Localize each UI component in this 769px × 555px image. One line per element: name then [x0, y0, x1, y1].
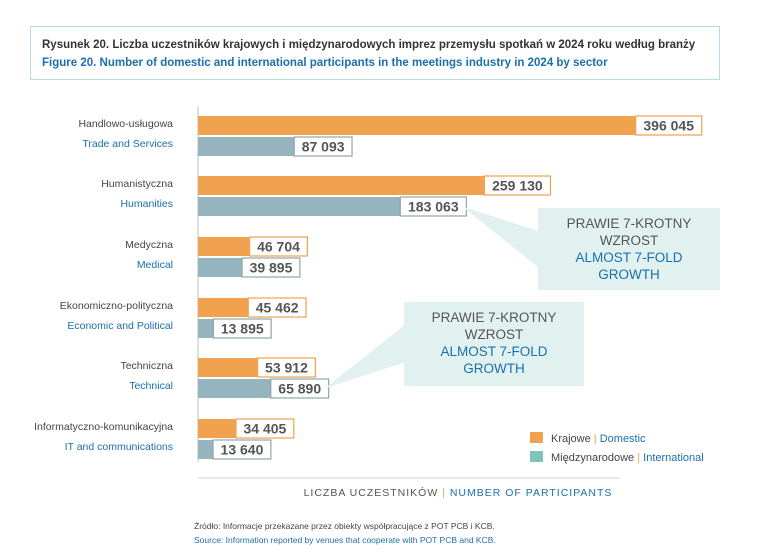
bar-international	[198, 258, 243, 277]
data-label-box	[247, 297, 307, 318]
bar-international	[198, 440, 214, 459]
source-english: Source: Information reported by venues t…	[194, 535, 496, 545]
legend-separator: |	[594, 433, 600, 445]
data-label-international: 39 895	[250, 260, 293, 276]
callout-text: ALMOST 7-FOLD	[575, 250, 682, 265]
data-label-box	[241, 257, 301, 278]
bar-international	[198, 197, 401, 216]
title-english: Figure 20. Number of domestic and intern…	[42, 57, 608, 69]
bar-domestic	[198, 176, 485, 195]
callout-text: GROWTH	[463, 361, 525, 376]
bar-domestic	[198, 419, 237, 438]
callout-pointer	[462, 206, 538, 268]
callout-pointer	[324, 325, 404, 389]
data-label-box	[256, 357, 316, 378]
data-label-box	[293, 136, 353, 157]
bar-domestic	[198, 237, 250, 256]
data-label-international: 13 640	[221, 442, 264, 458]
bar-domestic	[198, 116, 636, 135]
callout-text: GROWTH	[598, 267, 660, 282]
legend-label: Międzynarodowe | International	[551, 452, 704, 464]
data-label-box	[270, 378, 330, 399]
legend-label-en: Domestic	[600, 433, 646, 445]
x-axis-label-pl: LICZBA UCZESTNIKÓW	[304, 486, 443, 499]
callout-text: PRAWIE 7-KROTNY	[432, 310, 557, 325]
category-label-en: Medical	[137, 259, 173, 271]
data-label-box	[483, 175, 552, 196]
legend-separator: |	[637, 452, 643, 464]
data-label-international: 87 093	[302, 139, 345, 155]
category-label-en: Humanities	[120, 198, 173, 210]
callout-text: WZROST	[465, 327, 524, 342]
data-label-domestic: 396 045	[643, 118, 694, 134]
category-label-en: IT and communications	[65, 441, 173, 453]
category-label-pl: Ekonomiczno-polityczna	[60, 300, 173, 312]
data-label-international: 13 895	[221, 321, 264, 337]
data-label-international: 183 063	[408, 199, 459, 215]
title-box: Rysunek 20. Liczba uczestników krajowych…	[30, 26, 720, 80]
category-label-pl: Informatyczno-komunikacyjna	[34, 421, 173, 433]
bar-domestic	[198, 298, 249, 317]
category-label-pl: Medyczna	[125, 239, 173, 251]
category-label-pl: Handlowo-usługowa	[78, 118, 173, 130]
bar-international	[198, 379, 271, 398]
legend-label-en: International	[643, 452, 704, 464]
legend-swatch-domestic	[530, 432, 543, 443]
callout-text: PRAWIE 7-KROTNY	[567, 216, 692, 231]
data-label-box	[399, 196, 467, 217]
data-label-box	[235, 418, 295, 439]
legend-swatch-international	[530, 451, 543, 462]
data-label-box	[635, 115, 703, 136]
bar-international	[198, 137, 295, 156]
callout-text: WZROST	[600, 233, 659, 248]
legend-label: Krajowe | Domestic	[551, 433, 646, 445]
callout-box	[404, 302, 584, 386]
x-axis-label-en: NUMBER OF PARTICIPANTS	[450, 487, 613, 499]
data-label-domestic: 46 704	[257, 239, 300, 255]
category-label-pl: Techniczna	[120, 360, 173, 372]
category-label-en: Economic and Political	[67, 320, 173, 332]
legend-label-pl: Międzynarodowe	[551, 452, 637, 464]
category-label-en: Trade and Services	[82, 138, 173, 150]
data-label-box	[212, 318, 272, 339]
category-label-pl: Humanistyczna	[101, 178, 173, 190]
x-axis-label: LICZBA UCZESTNIKÓW | NUMBER OF PARTICIPA…	[304, 486, 613, 499]
callout-text: ALMOST 7-FOLD	[440, 344, 547, 359]
x-axis-separator: |	[442, 487, 450, 499]
data-label-domestic: 34 405	[244, 421, 287, 437]
data-label-domestic: 53 912	[265, 360, 308, 376]
callout-box	[538, 208, 720, 290]
data-label-international: 65 890	[278, 381, 321, 397]
data-label-domestic: 45 462	[256, 300, 299, 316]
bar-domestic	[198, 358, 258, 377]
bar-international	[198, 319, 214, 338]
source-polish: Źródło: Informacje przekazane przez obie…	[194, 521, 495, 531]
data-label-box	[212, 439, 272, 460]
data-label-domestic: 259 130	[492, 178, 543, 194]
legend-label-pl: Krajowe	[551, 433, 594, 445]
category-label-en: Technical	[129, 380, 173, 392]
title-polish: Rysunek 20. Liczba uczestników krajowych…	[42, 39, 696, 51]
data-label-box	[249, 236, 309, 257]
